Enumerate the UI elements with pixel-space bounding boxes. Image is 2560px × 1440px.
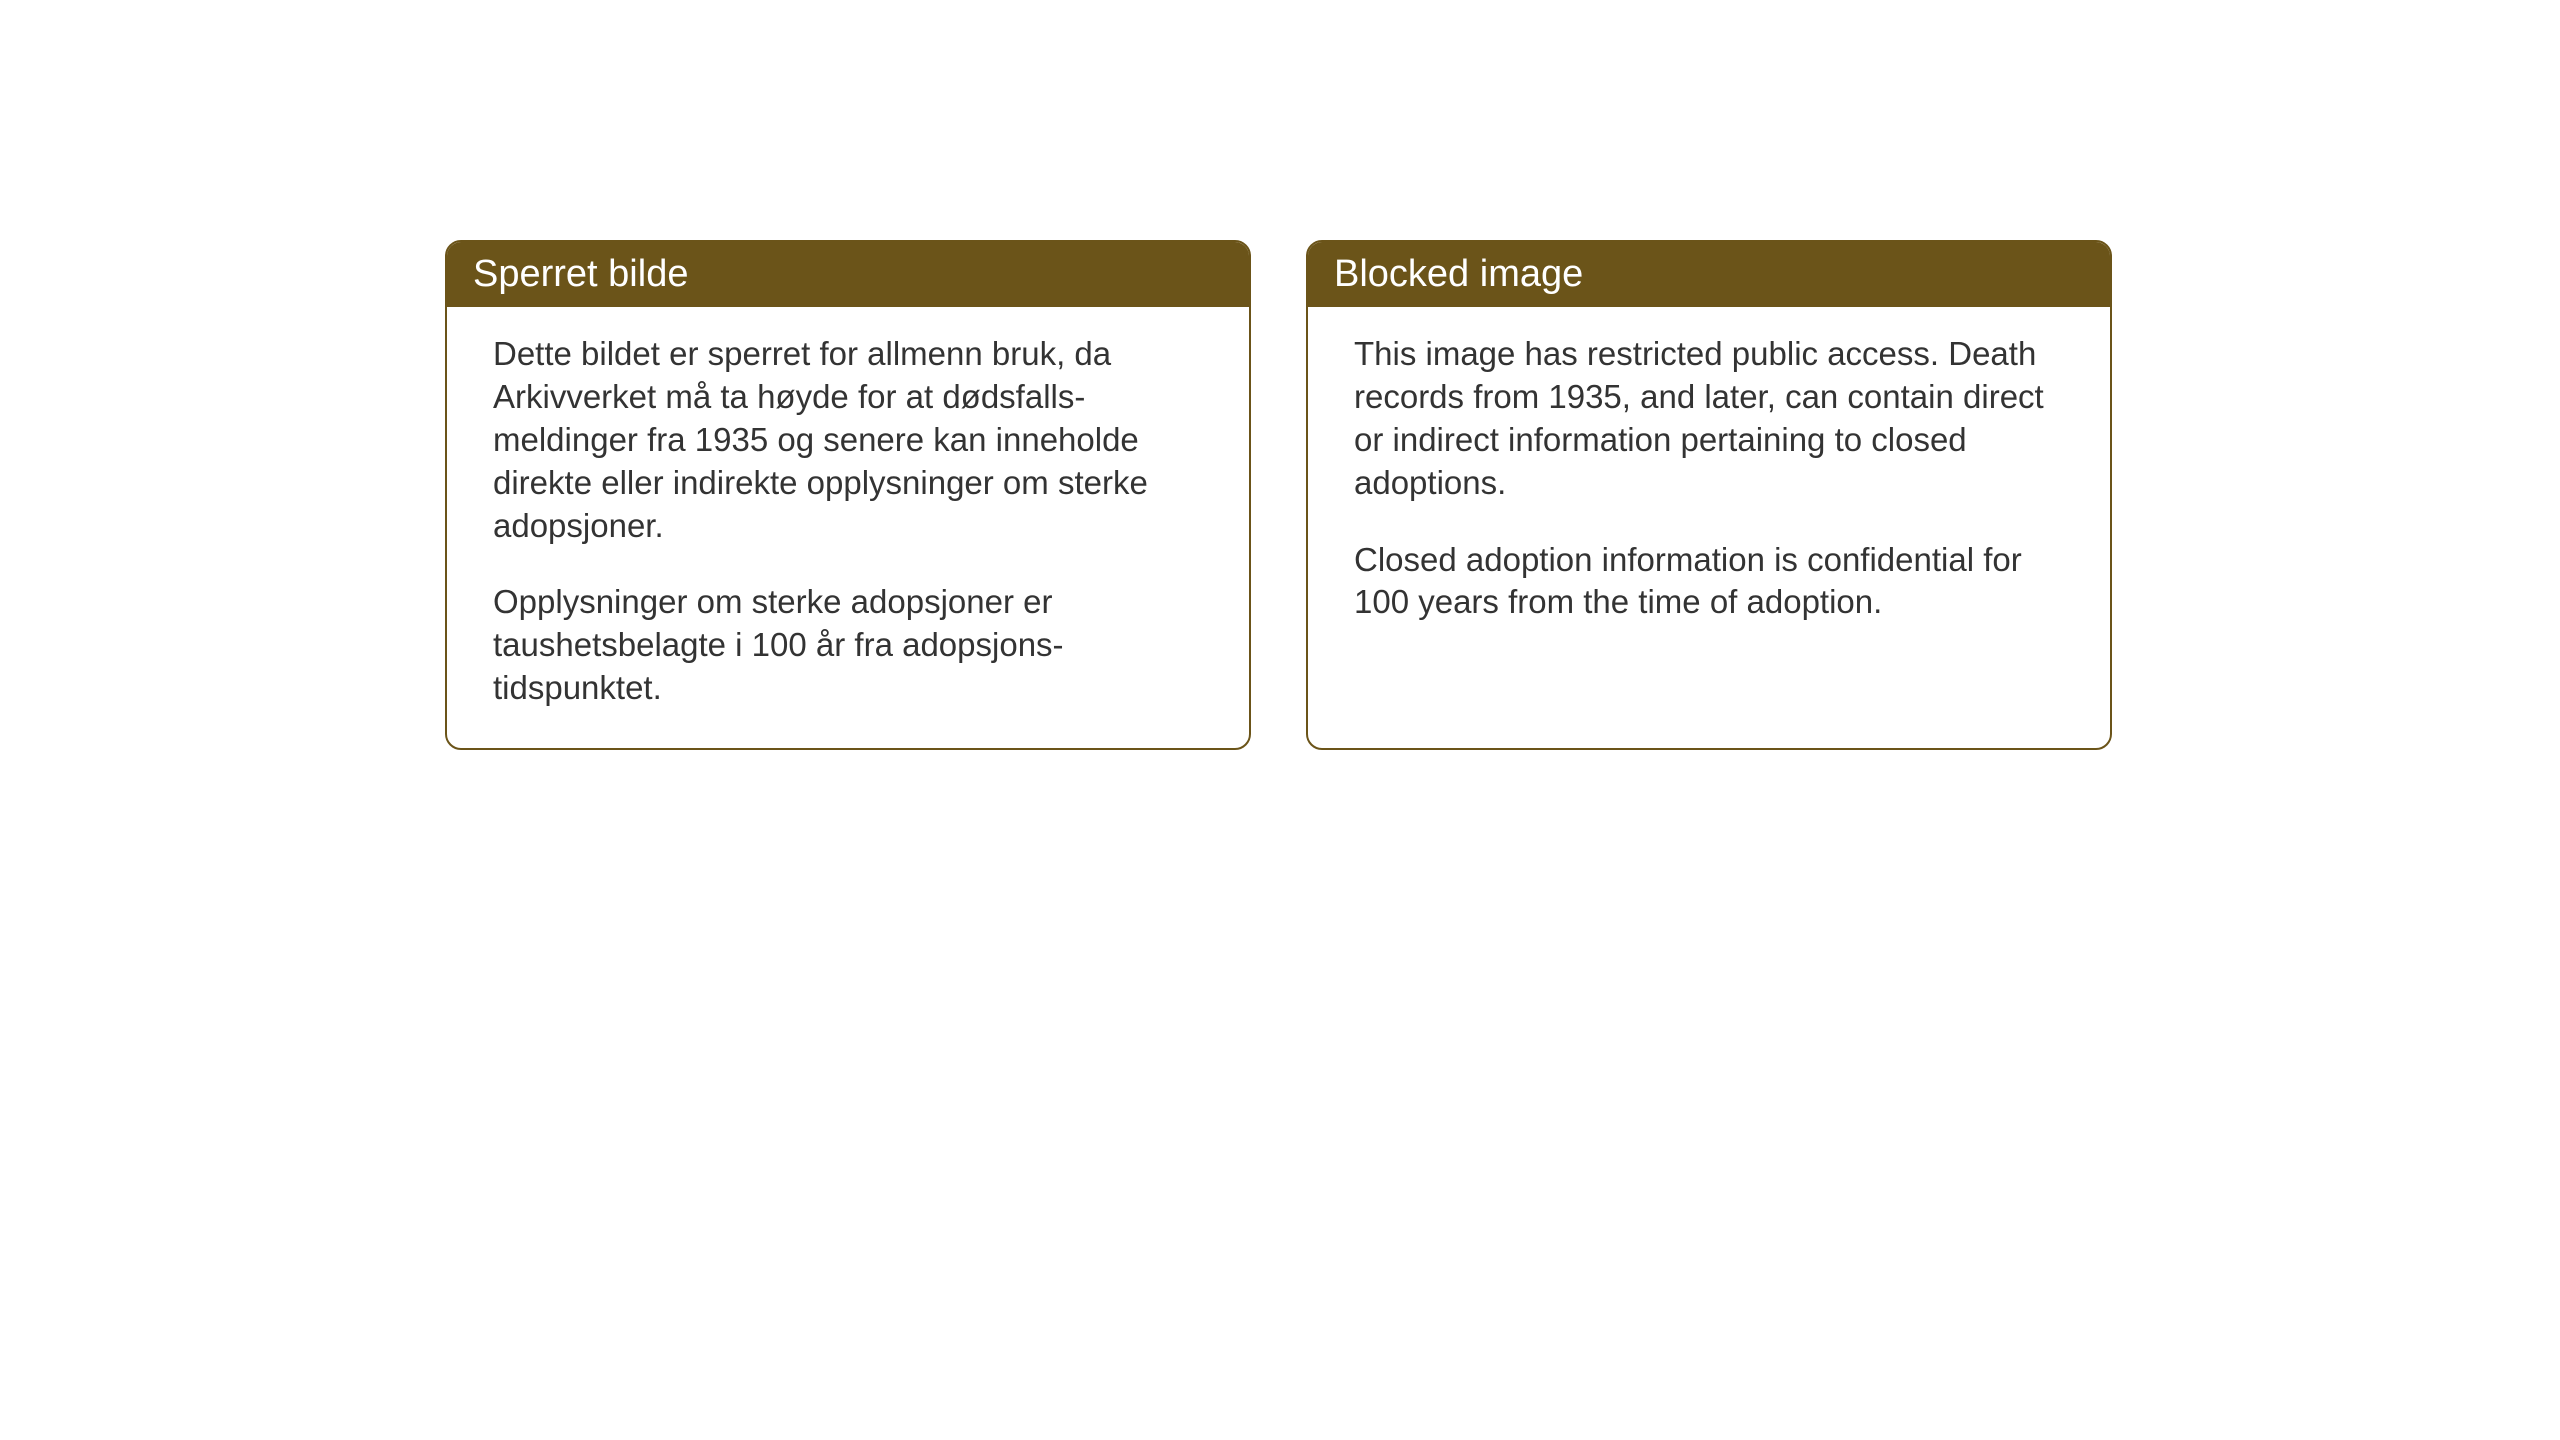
english-paragraph-1: This image has restricted public access.… xyxy=(1354,333,2064,505)
english-notice-title: Blocked image xyxy=(1308,242,2110,307)
english-notice-box: Blocked image This image has restricted … xyxy=(1306,240,2112,750)
norwegian-notice-box: Sperret bilde Dette bildet er sperret fo… xyxy=(445,240,1251,750)
english-notice-body: This image has restricted public access.… xyxy=(1308,307,2110,650)
norwegian-paragraph-1: Dette bildet er sperret for allmenn bruk… xyxy=(493,333,1203,547)
notice-container: Sperret bilde Dette bildet er sperret fo… xyxy=(445,240,2112,750)
norwegian-notice-body: Dette bildet er sperret for allmenn bruk… xyxy=(447,307,1249,736)
norwegian-paragraph-2: Opplysninger om sterke adopsjoner er tau… xyxy=(493,581,1203,710)
english-paragraph-2: Closed adoption information is confident… xyxy=(1354,539,2064,625)
norwegian-notice-title: Sperret bilde xyxy=(447,242,1249,307)
